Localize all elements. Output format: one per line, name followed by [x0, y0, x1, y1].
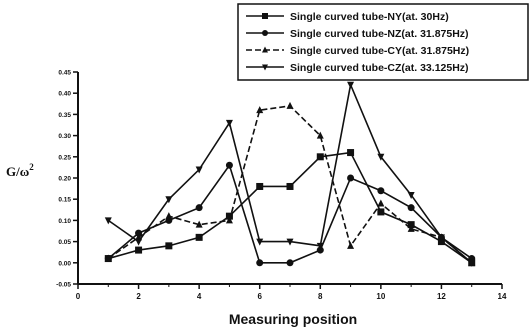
y-tick-label: 0.00: [58, 260, 71, 267]
data-point-triangle-down: [135, 238, 143, 246]
data-point-circle: [316, 246, 324, 254]
data-point-circle: [195, 204, 203, 212]
y-tick-label: 0.05: [58, 239, 71, 246]
data-point-square: [225, 212, 233, 220]
y-tick-label: 0.15: [58, 197, 71, 204]
data-point-triangle-up: [377, 199, 385, 207]
y-axis-label-base: G/ω: [6, 164, 29, 179]
y-tick-label: -0.05: [56, 282, 71, 289]
data-point-circle: [347, 174, 355, 182]
data-point-square: [135, 246, 143, 254]
data-point-triangle-up: [347, 241, 355, 249]
data-point-circle: [135, 229, 143, 237]
series-line: [107, 163, 473, 264]
y-tick-label: 0.35: [58, 112, 71, 119]
data-point-circle: [407, 204, 415, 212]
data-point-triangle-down: [256, 238, 264, 246]
data-point-square: [262, 13, 268, 19]
data-point-triangle-down: [347, 81, 355, 89]
x-tick-label: 0: [76, 292, 81, 301]
data-point-triangle-down: [407, 191, 415, 199]
data-point-square: [407, 221, 415, 229]
axes: 0 2 4 6 8 10 12 14 -0.05 0.00 0.05 0.10 0.15 0.20 0.25…: [56, 70, 507, 302]
legend-label: Single curved tube-NY(at. 30Hz): [290, 11, 449, 23]
data-point-triangle-up: [407, 224, 415, 232]
x-tick-label: 2: [136, 292, 141, 301]
data-point-triangle-down: [468, 259, 476, 267]
data-point-square: [165, 242, 173, 250]
x-tick-label: 8: [318, 292, 323, 301]
data-point-triangle-up: [225, 216, 233, 224]
legend-label: Single curved tube-CY(at. 31.875Hz): [290, 45, 469, 57]
data-point-circle: [262, 30, 268, 36]
x-tick-label: 4: [197, 292, 202, 301]
data-point-square: [256, 182, 264, 190]
legend-item-4: Single curved tube-CZ(at. 33.125Hz): [246, 62, 469, 74]
y-tick-label: 0.30: [58, 133, 71, 140]
legend-item-3: Single curved tube-CY(at. 31.875Hz): [246, 45, 469, 57]
data-point-triangle-down: [437, 234, 445, 242]
legend-label: Single curved tube-CZ(at. 33.125Hz): [290, 62, 469, 74]
y-axis-label: G/ω2: [6, 162, 34, 179]
x-tick-label: 14: [498, 292, 507, 301]
legend-item-1: Single curved tube-NY(at. 30Hz): [246, 11, 449, 23]
data-point-triangle-up: [286, 101, 294, 109]
y-tick-label: 0.20: [58, 176, 71, 183]
data-point-square: [195, 233, 203, 241]
data-point-triangle-up: [104, 254, 112, 262]
data-point-square: [347, 149, 355, 157]
x-tick-label: 12: [437, 292, 446, 301]
y-tick-label: 0.10: [58, 218, 71, 225]
data-point-circle: [256, 259, 264, 267]
data-point-triangle-up: [195, 220, 203, 228]
data-point-triangle-up: [316, 131, 324, 139]
series-line: [107, 81, 473, 264]
x-axis-label: Measuring position: [229, 311, 357, 327]
data-point-triangle-down: [262, 64, 268, 71]
data-point-triangle-down: [316, 242, 324, 250]
legend: Single curved tube-NY(at. 30Hz) Single cu…: [237, 3, 529, 81]
legend-item-2: Single curved tube-NZ(at. 31.875Hz): [246, 28, 469, 40]
x-tick-label: 6: [257, 292, 262, 301]
data-point-square: [377, 208, 385, 216]
data-point-triangle-up: [262, 46, 268, 53]
data-point-circle: [225, 161, 233, 169]
data-point-triangle-down: [165, 196, 173, 204]
data-point-circle: [377, 187, 385, 195]
y-tick-label: 0.45: [58, 70, 71, 77]
data-point-triangle-down: [225, 119, 233, 127]
series-4: [104, 81, 476, 267]
legend-label: Single curved tube-NZ(at. 31.875Hz): [290, 28, 469, 40]
data-point-square: [286, 182, 294, 190]
y-tick-label: 0.40: [58, 91, 71, 98]
series-layer: [104, 81, 476, 267]
data-point-circle: [286, 259, 294, 267]
data-point-triangle-down: [286, 238, 294, 246]
legend-box: [237, 3, 529, 81]
data-point-triangle-down: [195, 166, 203, 174]
series-2: [104, 161, 476, 267]
y-axis-label-sup: 2: [29, 162, 34, 172]
x-tick-label: 10: [376, 292, 385, 301]
data-point-square: [437, 238, 445, 246]
data-point-triangle-down: [377, 153, 385, 161]
data-point-square: [316, 153, 324, 161]
y-tick-label: 0.25: [58, 154, 71, 161]
data-point-triangle-up: [256, 106, 264, 114]
data-point-triangle-up: [165, 212, 173, 220]
data-point-triangle-down: [104, 217, 112, 225]
